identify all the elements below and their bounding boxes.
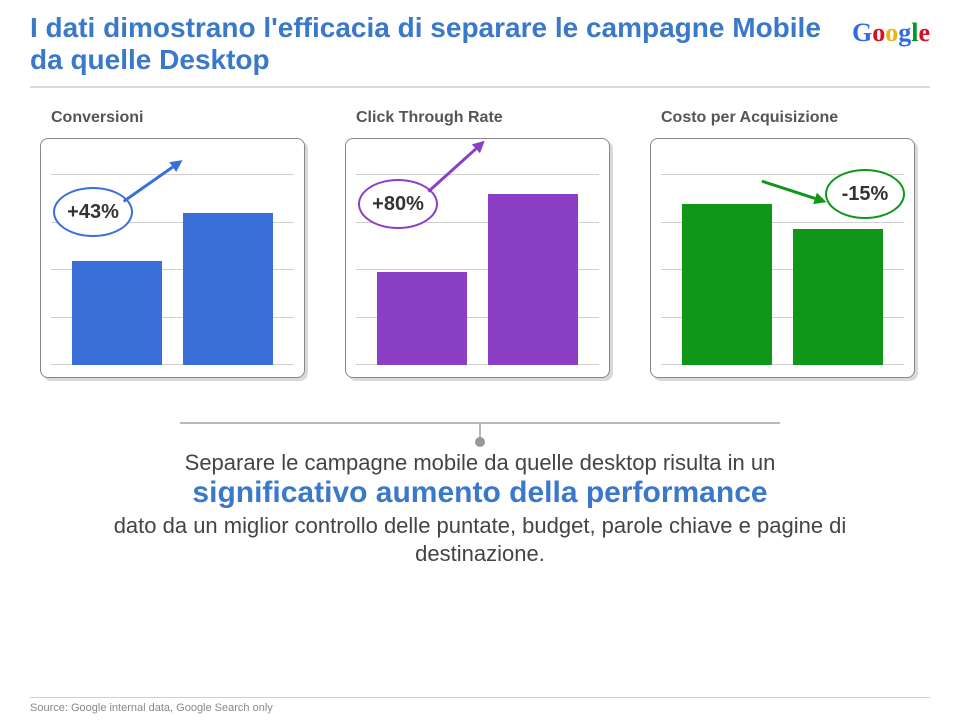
chart-card: Conversioni+43% (40, 138, 305, 378)
bar (793, 229, 883, 366)
conclusion-line2: dato da un miglior controllo delle punta… (110, 512, 850, 567)
chart-card: Click Through Rate+80% (345, 138, 610, 378)
chart-title: Click Through Rate (356, 109, 503, 127)
header: I dati dimostrano l'efficacia di separar… (30, 12, 930, 76)
chart-title: Costo per Acquisizione (661, 109, 838, 127)
lollipop-dot (475, 437, 485, 447)
charts-row: Conversioni+43%Click Through Rate+80%Cos… (30, 138, 930, 378)
logo-letter: o (885, 18, 898, 47)
logo-letter: o (872, 18, 885, 47)
page-title: I dati dimostrano l'efficacia di separar… (30, 12, 852, 76)
bar (488, 194, 578, 365)
chart-card: Costo per Acquisizione-15% (650, 138, 915, 378)
conclusion-emphasis: significativo aumento della performance (110, 476, 850, 510)
separator-lollipop (180, 422, 780, 424)
footer-divider (30, 697, 930, 698)
logo-letter: e (918, 18, 930, 47)
conclusion-line1: Separare le campagne mobile da quelle de… (110, 450, 850, 476)
logo-letter: g (898, 18, 911, 47)
footer: Source: Google internal data, Google Sea… (30, 697, 930, 714)
google-logo: Google (852, 18, 930, 48)
bar (183, 213, 273, 365)
bar (682, 204, 772, 366)
chart-title: Conversioni (51, 109, 143, 127)
logo-letter: G (852, 18, 872, 47)
footer-source: Source: Google internal data, Google Sea… (30, 702, 930, 714)
bar (72, 261, 162, 366)
conclusion-block: Separare le campagne mobile da quelle de… (30, 450, 930, 567)
bar (377, 272, 467, 365)
divider (30, 86, 930, 88)
slide: I dati dimostrano l'efficacia di separar… (0, 0, 960, 720)
